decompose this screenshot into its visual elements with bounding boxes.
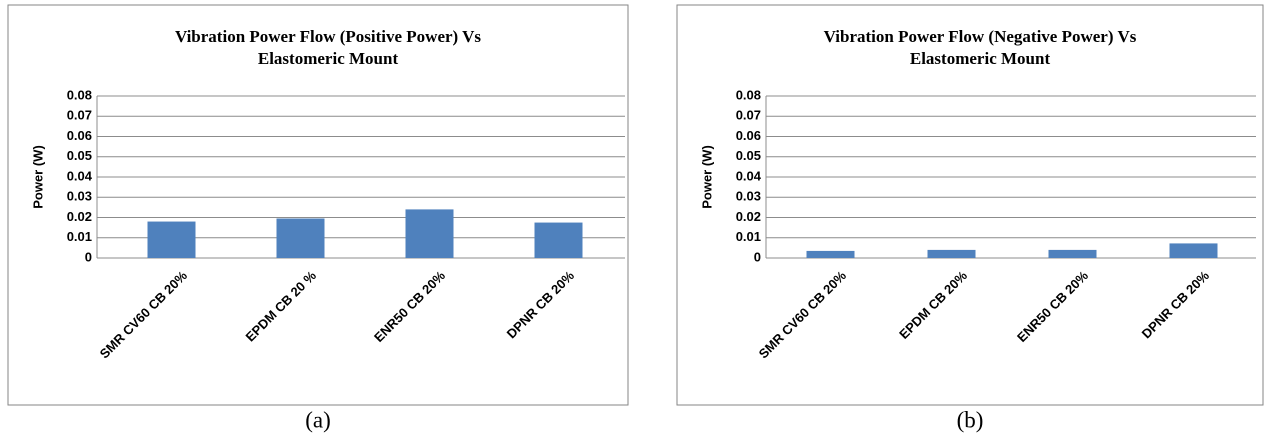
bar — [1048, 249, 1097, 258]
y-tick-label: 0.03 — [736, 189, 761, 204]
y-tick-label: 0 — [85, 249, 92, 264]
y-tick-label: 0.01 — [67, 229, 92, 244]
y-axis-label: Power (W) — [30, 145, 45, 209]
y-tick-label: 0.03 — [67, 189, 92, 204]
y-tick-label: 0.05 — [736, 148, 761, 163]
y-tick-label: 0.04 — [67, 168, 93, 183]
caption: (b) — [957, 407, 984, 432]
chart-title: Elastomeric Mount — [258, 49, 399, 68]
x-tick-label: EPDM CB 20% — [896, 268, 970, 342]
caption: (a) — [305, 407, 331, 432]
x-tick-label: DPNR CB 20% — [1139, 268, 1213, 342]
y-tick-label: 0.08 — [67, 87, 92, 102]
y-tick-label: 0.01 — [736, 229, 761, 244]
x-tick-label: EPDM CB 20 % — [243, 268, 320, 345]
chart-frame — [7, 4, 629, 406]
y-tick-label: 0.07 — [67, 108, 92, 123]
x-tick-label: DPNR CB 20% — [504, 268, 578, 342]
chart-title: Elastomeric Mount — [910, 49, 1051, 68]
x-tick-label: SMR CV60 CB 20% — [756, 268, 850, 362]
bar — [927, 249, 976, 258]
y-tick-label: 0.06 — [67, 128, 92, 143]
y-tick-label: 0.08 — [736, 87, 761, 102]
y-tick-label: 0 — [754, 249, 761, 264]
x-tick-label: ENR50 CB 20% — [1014, 268, 1091, 345]
y-tick-label: 0.05 — [67, 148, 92, 163]
chart-title: Vibration Power Flow (Negative Power) Vs — [824, 27, 1137, 46]
x-tick-label: SMR CV60 CB 20% — [97, 268, 191, 362]
bar — [405, 209, 454, 258]
y-tick-label: 0.06 — [736, 128, 761, 143]
y-axis-label: Power (W) — [699, 145, 714, 209]
y-tick-label: 0.07 — [736, 108, 761, 123]
chart-frame — [676, 4, 1264, 406]
chart-title: Vibration Power Flow (Positive Power) Vs — [175, 27, 481, 46]
bar — [534, 222, 583, 258]
bar — [147, 221, 196, 258]
bar — [276, 218, 325, 258]
bar — [806, 250, 855, 258]
y-tick-label: 0.04 — [736, 168, 762, 183]
y-tick-label: 0.02 — [67, 209, 92, 224]
y-tick-label: 0.02 — [736, 209, 761, 224]
bar — [1169, 243, 1218, 258]
x-tick-label: ENR50 CB 20% — [371, 268, 448, 345]
